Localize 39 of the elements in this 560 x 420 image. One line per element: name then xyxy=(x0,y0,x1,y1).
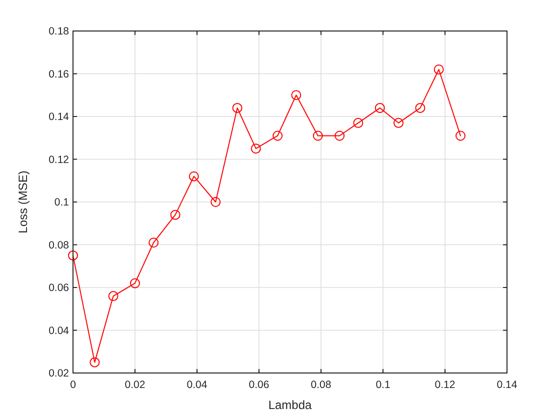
point xyxy=(68,250,78,260)
point xyxy=(415,102,426,113)
point xyxy=(334,130,345,141)
y-tick-label: 0.06 xyxy=(48,282,70,294)
x-tick-label: 0.06 xyxy=(248,379,270,391)
y-tick-label: 0.14 xyxy=(48,111,70,124)
y-axis-title: Loss (MSE) xyxy=(16,170,30,234)
x-tick-label: 0.02 xyxy=(124,379,146,391)
point xyxy=(312,130,323,141)
y-tick-label: 0.02 xyxy=(48,368,70,380)
point xyxy=(108,291,118,302)
point xyxy=(170,210,180,220)
point xyxy=(434,64,444,74)
x-tick-label: 0.12 xyxy=(434,379,456,391)
y-tick-label: 0.18 xyxy=(48,26,70,38)
x-tick-label: 0.1 xyxy=(376,379,390,391)
y-tick-label: 0.1 xyxy=(54,196,70,209)
point xyxy=(272,130,283,141)
y-tick-label: 0.08 xyxy=(48,239,70,252)
y-tick-label: 0.12 xyxy=(48,154,70,166)
y-tick-label: 0.04 xyxy=(48,324,70,337)
x-tick-label: 0 xyxy=(70,379,76,391)
y-tick-label: 0.16 xyxy=(48,68,70,80)
point xyxy=(394,118,404,128)
point xyxy=(291,90,302,100)
point xyxy=(188,171,199,182)
point xyxy=(250,144,261,154)
x-axis-title: Lambda xyxy=(268,398,312,412)
point xyxy=(148,238,159,248)
point xyxy=(456,130,466,141)
point xyxy=(374,102,385,113)
x-tick-label: 0.14 xyxy=(496,379,518,391)
x-tick-label: 0.04 xyxy=(186,379,208,391)
x-tick-label: 0.08 xyxy=(310,379,332,391)
point xyxy=(210,197,221,207)
point xyxy=(130,278,140,288)
point xyxy=(232,102,242,113)
point xyxy=(90,357,100,368)
point xyxy=(353,118,364,128)
